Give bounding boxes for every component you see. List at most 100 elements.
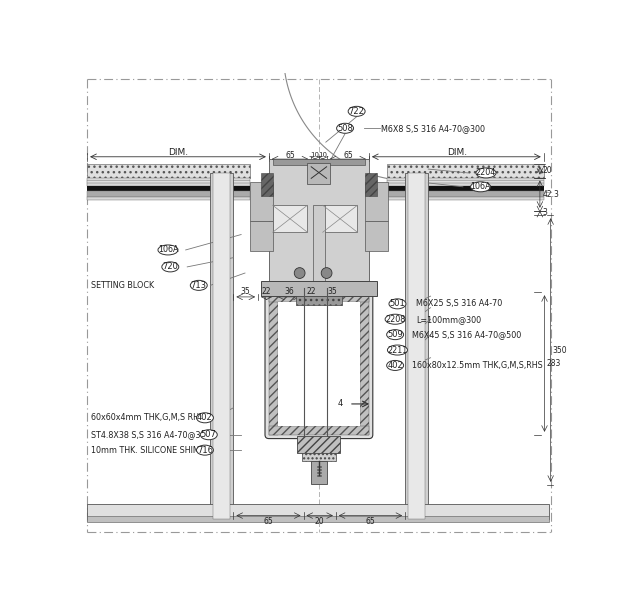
Ellipse shape bbox=[387, 361, 404, 370]
Bar bbox=[312, 461, 326, 484]
Bar bbox=[388, 191, 544, 197]
Ellipse shape bbox=[476, 168, 496, 178]
Bar bbox=[87, 186, 250, 191]
Bar bbox=[273, 159, 365, 165]
Text: 65: 65 bbox=[264, 517, 273, 526]
Text: 22: 22 bbox=[307, 287, 316, 296]
Bar bbox=[297, 436, 340, 453]
Bar bbox=[302, 453, 336, 461]
Bar bbox=[87, 504, 549, 520]
Text: 65: 65 bbox=[366, 517, 376, 526]
Text: SETTING BLOCK: SETTING BLOCK bbox=[91, 281, 154, 290]
Text: ST4.8X38 S,S 316 A4-70@300: ST4.8X38 S,S 316 A4-70@300 bbox=[91, 430, 211, 439]
Circle shape bbox=[321, 268, 332, 279]
Text: 3: 3 bbox=[542, 208, 547, 217]
Text: DIM.: DIM. bbox=[447, 149, 467, 157]
Ellipse shape bbox=[196, 445, 214, 455]
Ellipse shape bbox=[348, 106, 365, 117]
Text: 507: 507 bbox=[201, 430, 217, 439]
Text: 10mm THK. SILICONE SHIM: 10mm THK. SILICONE SHIM bbox=[91, 446, 200, 455]
Bar bbox=[269, 159, 369, 281]
Bar bbox=[269, 426, 369, 435]
Text: 716: 716 bbox=[197, 446, 213, 455]
Ellipse shape bbox=[158, 245, 178, 255]
Bar bbox=[250, 182, 273, 221]
Bar bbox=[365, 182, 388, 221]
Bar bbox=[388, 183, 544, 186]
Bar bbox=[365, 173, 377, 196]
Ellipse shape bbox=[385, 314, 405, 324]
Ellipse shape bbox=[201, 430, 217, 439]
Bar bbox=[87, 183, 250, 186]
Bar bbox=[261, 281, 377, 296]
Bar bbox=[313, 205, 325, 282]
Text: 160x80x12.5mm THK,G,M,S,RHS: 160x80x12.5mm THK,G,M,S,RHS bbox=[412, 361, 543, 370]
Text: M6X25 S,S 316 A4-70: M6X25 S,S 316 A4-70 bbox=[416, 299, 502, 308]
Bar bbox=[87, 181, 250, 183]
Text: 402: 402 bbox=[197, 413, 213, 422]
Text: 65: 65 bbox=[285, 151, 295, 160]
Text: M6X45 S,S 316 A4-70@500: M6X45 S,S 316 A4-70@500 bbox=[412, 330, 521, 339]
Bar bbox=[261, 173, 273, 196]
Ellipse shape bbox=[196, 413, 214, 423]
Text: 350: 350 bbox=[552, 345, 567, 354]
Text: 60x60x4mm THK,G,M,S RHS: 60x60x4mm THK,G,M,S RHS bbox=[91, 413, 204, 422]
Ellipse shape bbox=[190, 280, 207, 290]
Text: 2211: 2211 bbox=[388, 345, 407, 354]
Bar bbox=[87, 191, 250, 197]
Text: 4: 4 bbox=[338, 399, 343, 409]
Text: 20: 20 bbox=[315, 517, 325, 526]
Bar bbox=[87, 178, 250, 181]
Bar bbox=[269, 293, 278, 435]
FancyBboxPatch shape bbox=[265, 288, 373, 439]
Text: 36: 36 bbox=[284, 287, 294, 296]
Bar bbox=[408, 173, 425, 520]
Text: 10: 10 bbox=[318, 152, 327, 158]
Bar bbox=[214, 173, 231, 520]
Text: 501: 501 bbox=[389, 299, 406, 308]
Bar bbox=[359, 293, 369, 435]
Bar bbox=[269, 293, 369, 302]
Text: 10: 10 bbox=[310, 152, 320, 158]
Bar bbox=[87, 164, 250, 178]
Text: M6X8 S,S 316 A4-70@300: M6X8 S,S 316 A4-70@300 bbox=[381, 124, 485, 133]
Bar bbox=[323, 205, 358, 232]
Ellipse shape bbox=[387, 330, 404, 340]
Bar bbox=[388, 197, 544, 200]
Bar bbox=[87, 197, 250, 200]
Bar bbox=[278, 302, 359, 426]
Text: 20: 20 bbox=[542, 166, 552, 175]
Bar bbox=[388, 164, 544, 178]
Ellipse shape bbox=[388, 345, 407, 355]
Text: 402: 402 bbox=[388, 361, 403, 370]
Bar bbox=[87, 515, 549, 522]
Ellipse shape bbox=[470, 181, 490, 192]
Text: 508: 508 bbox=[337, 124, 353, 133]
Text: 720: 720 bbox=[163, 262, 178, 271]
Text: 509: 509 bbox=[388, 330, 403, 339]
Text: 35: 35 bbox=[241, 287, 250, 296]
Ellipse shape bbox=[389, 299, 406, 309]
Bar bbox=[250, 221, 273, 251]
Bar bbox=[388, 186, 544, 191]
Bar bbox=[211, 173, 234, 520]
Bar bbox=[307, 163, 330, 185]
Text: 106A: 106A bbox=[158, 245, 178, 254]
Text: 22: 22 bbox=[262, 287, 271, 296]
Bar bbox=[296, 296, 342, 305]
Text: 2208: 2208 bbox=[385, 315, 405, 324]
Ellipse shape bbox=[336, 123, 354, 134]
Text: L=100mm@300: L=100mm@300 bbox=[416, 315, 481, 324]
Text: 283: 283 bbox=[547, 359, 561, 368]
Bar bbox=[388, 178, 544, 181]
Bar bbox=[365, 221, 388, 251]
Text: 42.3: 42.3 bbox=[542, 190, 559, 199]
Bar bbox=[405, 173, 428, 520]
Text: 722: 722 bbox=[349, 107, 364, 116]
Text: 2204: 2204 bbox=[476, 168, 496, 177]
Text: 35: 35 bbox=[327, 287, 337, 296]
Ellipse shape bbox=[162, 262, 179, 272]
Bar bbox=[388, 181, 544, 183]
Bar bbox=[273, 205, 307, 232]
Text: 65: 65 bbox=[343, 151, 353, 160]
